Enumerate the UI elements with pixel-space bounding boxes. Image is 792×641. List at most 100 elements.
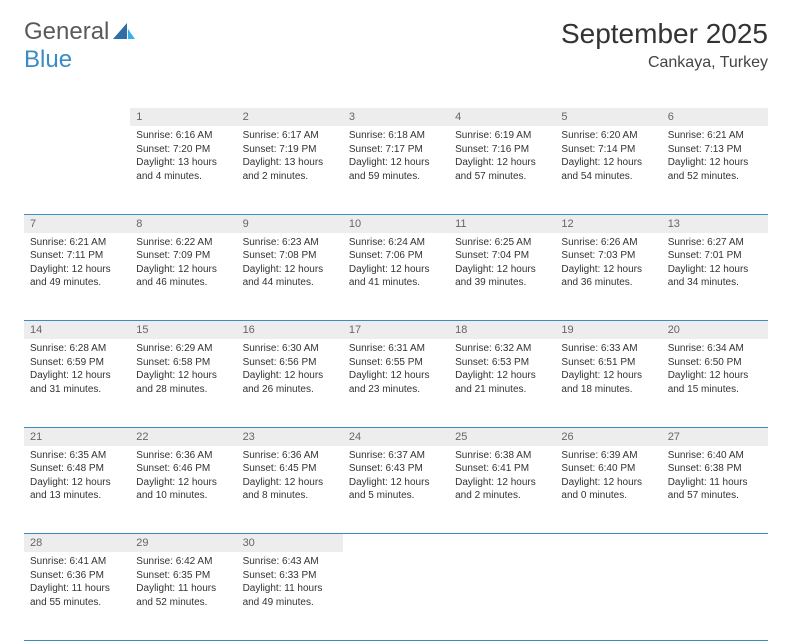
logo-blue: Blue xyxy=(24,46,72,73)
day-number xyxy=(555,534,661,553)
sunset-text: Sunset: 7:09 PM xyxy=(136,249,230,263)
day-cell: Sunrise: 6:36 AMSunset: 6:46 PMDaylight:… xyxy=(130,446,236,534)
daylight-text: Daylight: 12 hours and 26 minutes. xyxy=(243,369,337,396)
day-number-row: 78910111213 xyxy=(24,214,768,233)
header: General Blue September 2025 Cankaya, Tur… xyxy=(24,18,768,74)
day-number: 23 xyxy=(237,427,343,446)
day-number: 19 xyxy=(555,321,661,340)
sunrise-text: Sunrise: 6:21 AM xyxy=(668,129,762,143)
sunrise-text: Sunrise: 6:33 AM xyxy=(561,342,655,356)
sunset-text: Sunset: 7:13 PM xyxy=(668,143,762,157)
daylight-text: Daylight: 12 hours and 8 minutes. xyxy=(243,476,337,503)
day-number: 13 xyxy=(662,214,768,233)
sunset-text: Sunset: 7:16 PM xyxy=(455,143,549,157)
sunrise-text: Sunrise: 6:27 AM xyxy=(668,236,762,250)
day-cell: Sunrise: 6:19 AMSunset: 7:16 PMDaylight:… xyxy=(449,126,555,214)
sunrise-text: Sunrise: 6:37 AM xyxy=(349,449,443,463)
daylight-text: Daylight: 13 hours and 4 minutes. xyxy=(136,156,230,183)
day-number: 24 xyxy=(343,427,449,446)
daylight-text: Daylight: 12 hours and 36 minutes. xyxy=(561,263,655,290)
day-cell: Sunrise: 6:36 AMSunset: 6:45 PMDaylight:… xyxy=(237,446,343,534)
day-number: 14 xyxy=(24,321,130,340)
day-cell: Sunrise: 6:28 AMSunset: 6:59 PMDaylight:… xyxy=(24,339,130,427)
sunrise-text: Sunrise: 6:18 AM xyxy=(349,129,443,143)
day-number: 9 xyxy=(237,214,343,233)
sunrise-text: Sunrise: 6:19 AM xyxy=(455,129,549,143)
sunset-text: Sunset: 7:03 PM xyxy=(561,249,655,263)
sunrise-text: Sunrise: 6:26 AM xyxy=(561,236,655,250)
day-number: 15 xyxy=(130,321,236,340)
day-number: 21 xyxy=(24,427,130,446)
sunset-text: Sunset: 7:14 PM xyxy=(561,143,655,157)
day-cell: Sunrise: 6:18 AMSunset: 7:17 PMDaylight:… xyxy=(343,126,449,214)
month-title: September 2025 xyxy=(561,18,768,50)
day-number: 6 xyxy=(662,108,768,126)
day-number: 16 xyxy=(237,321,343,340)
day-cell: Sunrise: 6:35 AMSunset: 6:48 PMDaylight:… xyxy=(24,446,130,534)
day-cell: Sunrise: 6:29 AMSunset: 6:58 PMDaylight:… xyxy=(130,339,236,427)
daylight-text: Daylight: 12 hours and 5 minutes. xyxy=(349,476,443,503)
day-number: 29 xyxy=(130,534,236,553)
logo-sail-icon xyxy=(113,18,135,45)
day-header: Sunday xyxy=(24,86,130,108)
day-cell: Sunrise: 6:21 AMSunset: 7:13 PMDaylight:… xyxy=(662,126,768,214)
sunrise-text: Sunrise: 6:17 AM xyxy=(243,129,337,143)
sunset-text: Sunset: 7:01 PM xyxy=(668,249,762,263)
day-cell: Sunrise: 6:22 AMSunset: 7:09 PMDaylight:… xyxy=(130,233,236,321)
daylight-text: Daylight: 12 hours and 13 minutes. xyxy=(30,476,124,503)
daylight-text: Daylight: 12 hours and 41 minutes. xyxy=(349,263,443,290)
daylight-text: Daylight: 12 hours and 23 minutes. xyxy=(349,369,443,396)
day-header: Thursday xyxy=(449,86,555,108)
day-number: 4 xyxy=(449,108,555,126)
daylight-text: Daylight: 12 hours and 44 minutes. xyxy=(243,263,337,290)
daylight-text: Daylight: 12 hours and 46 minutes. xyxy=(136,263,230,290)
sunrise-text: Sunrise: 6:41 AM xyxy=(30,555,124,569)
sunrise-text: Sunrise: 6:40 AM xyxy=(668,449,762,463)
daylight-text: Daylight: 12 hours and 21 minutes. xyxy=(455,369,549,396)
sunrise-text: Sunrise: 6:39 AM xyxy=(561,449,655,463)
day-cell xyxy=(24,126,130,214)
day-cell: Sunrise: 6:43 AMSunset: 6:33 PMDaylight:… xyxy=(237,552,343,640)
sunrise-text: Sunrise: 6:42 AM xyxy=(136,555,230,569)
day-cell: Sunrise: 6:25 AMSunset: 7:04 PMDaylight:… xyxy=(449,233,555,321)
sunset-text: Sunset: 7:20 PM xyxy=(136,143,230,157)
sunrise-text: Sunrise: 6:23 AM xyxy=(243,236,337,250)
day-content-row: Sunrise: 6:41 AMSunset: 6:36 PMDaylight:… xyxy=(24,552,768,640)
daylight-text: Daylight: 12 hours and 52 minutes. xyxy=(668,156,762,183)
day-number: 8 xyxy=(130,214,236,233)
day-number-row: 14151617181920 xyxy=(24,321,768,340)
day-number: 17 xyxy=(343,321,449,340)
day-header: Wednesday xyxy=(343,86,449,108)
day-cell: Sunrise: 6:34 AMSunset: 6:50 PMDaylight:… xyxy=(662,339,768,427)
sunset-text: Sunset: 6:53 PM xyxy=(455,356,549,370)
calendar-table: SundayMondayTuesdayWednesdayThursdayFrid… xyxy=(24,86,768,641)
daylight-text: Daylight: 12 hours and 54 minutes. xyxy=(561,156,655,183)
sunset-text: Sunset: 6:50 PM xyxy=(668,356,762,370)
sunset-text: Sunset: 7:06 PM xyxy=(349,249,443,263)
day-number: 1 xyxy=(130,108,236,126)
day-cell: Sunrise: 6:38 AMSunset: 6:41 PMDaylight:… xyxy=(449,446,555,534)
sunrise-text: Sunrise: 6:25 AM xyxy=(455,236,549,250)
daylight-text: Daylight: 13 hours and 2 minutes. xyxy=(243,156,337,183)
logo-general: General xyxy=(24,18,109,45)
daylight-text: Daylight: 12 hours and 28 minutes. xyxy=(136,369,230,396)
sunrise-text: Sunrise: 6:34 AM xyxy=(668,342,762,356)
day-header: Tuesday xyxy=(237,86,343,108)
daylight-text: Daylight: 12 hours and 31 minutes. xyxy=(30,369,124,396)
sunset-text: Sunset: 7:19 PM xyxy=(243,143,337,157)
daylight-text: Daylight: 12 hours and 0 minutes. xyxy=(561,476,655,503)
day-cell: Sunrise: 6:17 AMSunset: 7:19 PMDaylight:… xyxy=(237,126,343,214)
day-cell: Sunrise: 6:41 AMSunset: 6:36 PMDaylight:… xyxy=(24,552,130,640)
day-number: 11 xyxy=(449,214,555,233)
day-content-row: Sunrise: 6:28 AMSunset: 6:59 PMDaylight:… xyxy=(24,339,768,427)
title-block: September 2025 Cankaya, Turkey xyxy=(561,18,768,72)
day-number: 20 xyxy=(662,321,768,340)
daylight-text: Daylight: 12 hours and 49 minutes. xyxy=(30,263,124,290)
sunset-text: Sunset: 7:11 PM xyxy=(30,249,124,263)
day-number: 27 xyxy=(662,427,768,446)
sunrise-text: Sunrise: 6:43 AM xyxy=(243,555,337,569)
day-cell xyxy=(555,552,661,640)
sunset-text: Sunset: 6:55 PM xyxy=(349,356,443,370)
sunrise-text: Sunrise: 6:21 AM xyxy=(30,236,124,250)
day-number: 22 xyxy=(130,427,236,446)
